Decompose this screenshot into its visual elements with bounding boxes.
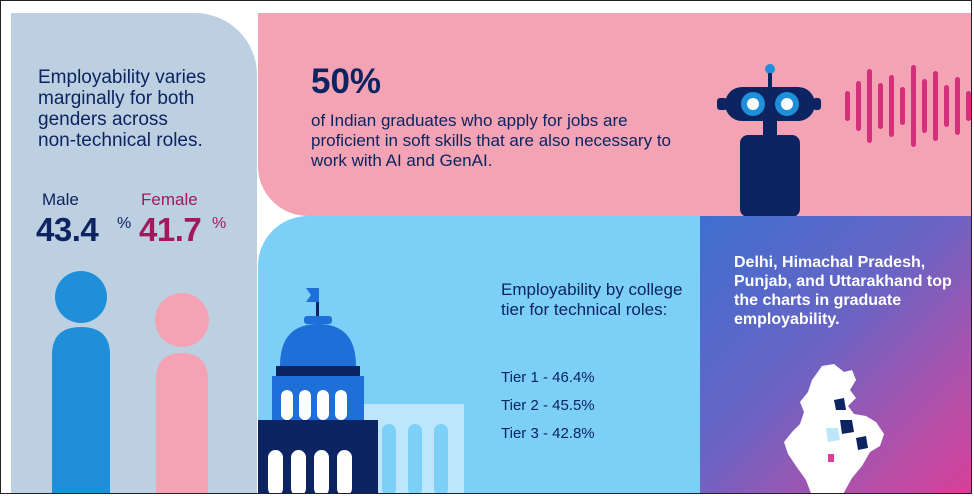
india-map-icon [784,364,884,493]
gender-heading: Employability varies marginally for both… [38,67,206,151]
tier-heading: Employability by college tier for techni… [501,280,683,319]
softskills-panel: 50% of Indian graduates who apply for jo… [258,13,971,217]
robot-icon [717,64,821,217]
female-figure-icon [155,293,209,493]
male-unit: % [117,215,132,232]
softskills-text: of Indian graduates who apply for jobs a… [311,111,671,170]
states-text: Delhi, Himachal Pradesh, Punjab, and Utt… [734,254,952,328]
female-unit: % [212,215,227,232]
tier-item: Tier 1 - 46.4% [501,369,595,386]
male-figure-icon [52,271,110,493]
male-label: Male [42,190,79,209]
female-value: 41.7 [139,211,202,248]
tier-panel: Employability by college tier for techni… [258,216,700,493]
states-panel: Delhi, Himachal Pradesh, Punjab, and Utt… [700,216,971,493]
tier-item: Tier 3 - 42.8% [501,425,595,442]
gender-panel: Employability varies marginally for both… [11,13,257,493]
tier-item: Tier 2 - 45.5% [501,397,595,414]
sound-wave-icon [845,65,971,147]
male-value: 43.4 [36,211,99,248]
flag-icon [306,288,319,318]
female-label: Female [141,190,198,209]
government-building-icon [258,288,464,493]
softskills-stat: 50% [311,62,382,101]
